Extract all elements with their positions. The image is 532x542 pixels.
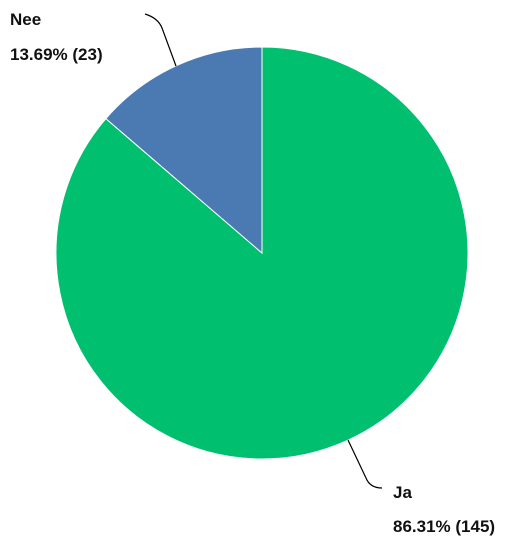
slice-label-ja-name: Ja <box>393 483 412 502</box>
leader-line-nee <box>144 13 177 67</box>
slice-label-ja-value: 86.31% (145) <box>393 517 495 536</box>
leader-line-ja <box>347 439 383 489</box>
slice-label-nee-name: Nee <box>10 10 41 29</box>
slice-label-nee-value: 13.69% (23) <box>10 45 103 64</box>
slices-group <box>55 46 469 460</box>
